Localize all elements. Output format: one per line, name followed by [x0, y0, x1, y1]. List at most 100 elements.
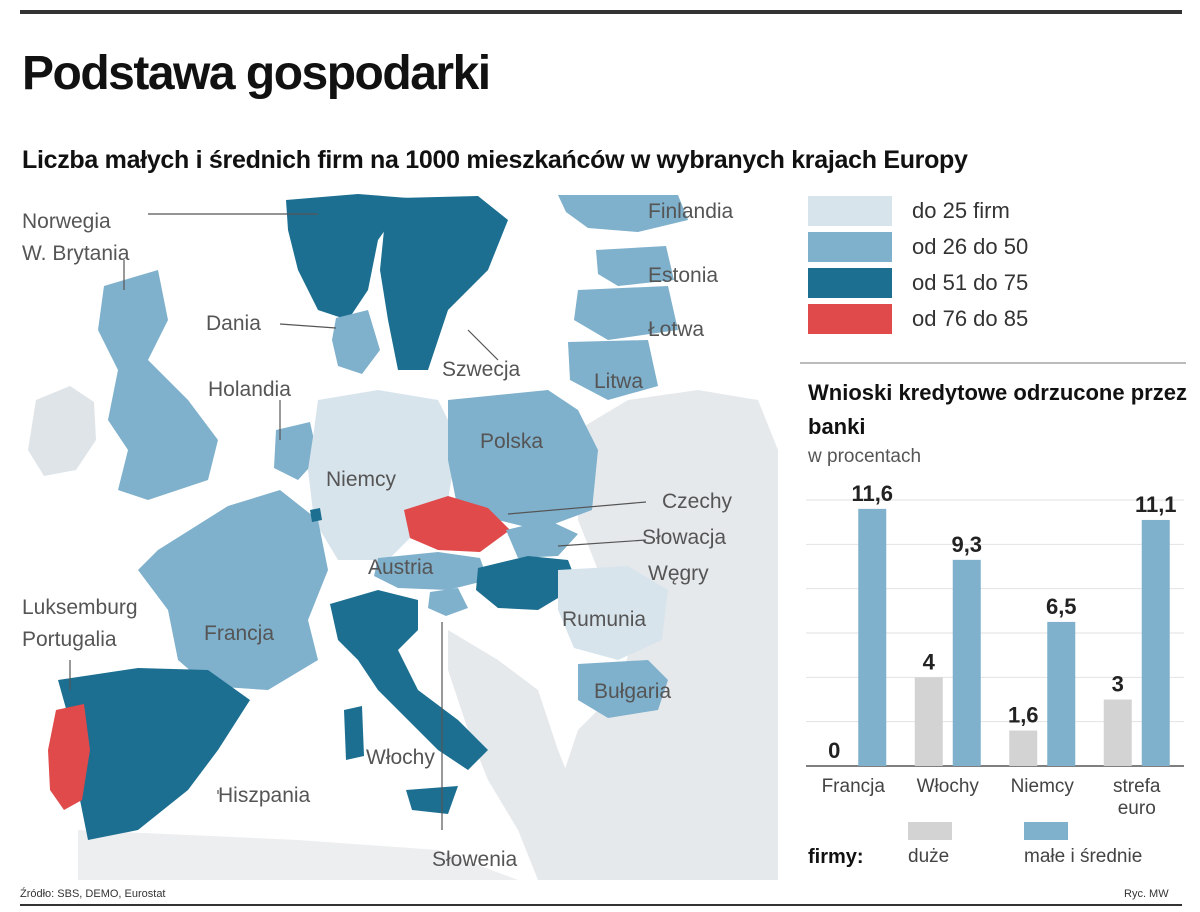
- bar-male-srednie: [1141, 519, 1170, 766]
- sycylia-shape: [406, 786, 458, 814]
- source-note: Źródło: SBS, DEMO, Eurostat: [20, 888, 166, 900]
- legend-label: od 51 do 75: [912, 270, 1029, 295]
- map-label-francja: Francja: [204, 622, 274, 645]
- map-label-luksemburg: Luksemburg: [22, 596, 138, 619]
- map-subtitle: Liczba małych i średnich firm na 1000 mi…: [22, 146, 968, 174]
- map-label-polska: Polska: [480, 430, 543, 453]
- map-label-portugalia: Portugalia: [22, 628, 117, 651]
- legend-swatch-male-srednie: [1024, 822, 1068, 840]
- bar-value-label: 11,1: [1135, 492, 1177, 517]
- map-label-rumunia: Rumunia: [562, 608, 646, 631]
- bar-duze: [914, 677, 943, 766]
- bar-chart: 0 11,6 4 9,3 1,6 6,5 3 11,1 Francja Włochy Niemcy…: [806, 481, 1184, 819]
- map-label-holandia: Holandia: [208, 378, 291, 401]
- norwegia-shape: [286, 194, 408, 320]
- bar-duze: [1009, 730, 1038, 766]
- legend-label: od 76 do 85: [912, 306, 1029, 331]
- bar-duze: [1103, 699, 1132, 766]
- map-label-wegry: Węgry: [648, 562, 709, 585]
- wegry-shape: [476, 556, 578, 610]
- legend-label: do 25 firm: [912, 198, 1010, 223]
- legend-swatch: [808, 268, 892, 298]
- chart-bars: [858, 508, 1170, 766]
- litwa-shape: [568, 340, 658, 400]
- austria-shape: [374, 552, 488, 590]
- map-label-litwa: Litwa: [594, 370, 643, 393]
- legend-label: od 26 do 50: [912, 234, 1029, 259]
- szwecja-shape: [380, 196, 508, 370]
- ireland-shape: [28, 386, 96, 476]
- bottom-rule: [20, 904, 1182, 906]
- dania-shape: [332, 310, 380, 374]
- legend-swatch: [808, 304, 892, 334]
- bar-value-label: 6,5: [1046, 594, 1077, 619]
- x-tick-label: Niemcy: [1011, 776, 1075, 797]
- sardynia-shape: [344, 706, 364, 760]
- chart-unit: w procentach: [808, 446, 922, 467]
- rumunia-shape: [558, 566, 668, 660]
- slowenia-shape: [428, 588, 468, 616]
- bar-male-srednie: [1047, 621, 1076, 766]
- finlandia-shape: [558, 195, 688, 232]
- chart-legend-title: firmy:: [808, 846, 864, 868]
- map-label-slowacja: Słowacja: [642, 526, 726, 549]
- chart-title: Wnioski kredytowe odrzucone przez banki: [808, 380, 1187, 439]
- estonia-shape: [596, 246, 674, 286]
- map-label-czechy: Czechy: [662, 490, 733, 513]
- czechy-shape: [404, 496, 510, 552]
- chart-value-labels: 0 11,6 4 9,3 1,6 6,5 3 11,1: [828, 481, 1176, 763]
- legend-swatch: [808, 232, 892, 262]
- section-divider: [800, 362, 1186, 364]
- map-label-niemcy: Niemcy: [326, 468, 397, 491]
- bar-value-label: 9,3: [951, 532, 982, 557]
- bulgaria-shape: [578, 660, 668, 718]
- x-tick-label: Francja: [822, 776, 886, 797]
- wlochy-shape: [330, 590, 488, 770]
- bar-value-label: 0: [828, 738, 840, 763]
- legend-item: od 51 do 75: [808, 268, 1188, 300]
- map-label-estonia: Estonia: [648, 264, 718, 287]
- map-label-slowenia: Słowenia: [432, 848, 518, 871]
- top-rule: [20, 10, 1182, 14]
- francja-shape: [138, 490, 328, 690]
- background-land-south: [78, 830, 518, 880]
- map-label-finlandia: Finlandia: [648, 200, 734, 223]
- credit-note: Ryc. MW: [1124, 888, 1169, 900]
- lotwa-shape: [574, 286, 678, 340]
- polska-shape: [448, 390, 598, 530]
- luksemburg-shape: [310, 508, 322, 522]
- map-label-wlochy: Włochy: [366, 746, 435, 769]
- map-label-bulgaria: Bułgaria: [594, 680, 671, 703]
- bar-value-label: 3: [1112, 672, 1124, 697]
- legend-item: od 76 do 85: [808, 304, 1188, 336]
- legend-label-duze: duże: [908, 846, 950, 867]
- europe-map: Norwegia W. Brytania Dania Holandia Niem…: [18, 190, 778, 880]
- x-tick-label: Włochy: [917, 776, 980, 797]
- map-label-norwegia: Norwegia: [22, 210, 111, 233]
- bar-male-srednie: [858, 508, 887, 766]
- background-land-balkans: [448, 630, 578, 840]
- page-title: Podstawa gospodarki: [22, 47, 491, 100]
- bar-value-label: 4: [923, 649, 936, 674]
- map-label-lotwa: Łotwa: [648, 318, 704, 341]
- map-label-w-brytania: W. Brytania: [22, 242, 130, 265]
- x-tick-label: strefa: [1113, 776, 1161, 797]
- map-label-dania: Dania: [206, 312, 261, 335]
- portugalia-shape: [48, 704, 90, 810]
- x-tick-label: euro: [1118, 798, 1156, 819]
- holandia-shape: [274, 422, 318, 480]
- legend-swatch: [808, 196, 892, 226]
- w-brytania-shape: [98, 270, 218, 500]
- legend-item: do 25 firm: [808, 196, 1188, 228]
- map-label-szwecja: Szwecja: [442, 358, 521, 381]
- slowacja-shape: [506, 520, 578, 558]
- legend-item: od 26 do 50: [808, 232, 1188, 264]
- legend-label-male-srednie: małe i średnie: [1024, 846, 1143, 867]
- map-label-hiszpania: Hiszpania: [218, 784, 311, 807]
- bar-value-label: 11,6: [851, 481, 893, 506]
- legend-swatch-duze: [908, 822, 952, 840]
- bar-value-label: 1,6: [1008, 703, 1039, 728]
- hiszpania-shape: [58, 668, 250, 840]
- bar-male-srednie: [952, 559, 981, 766]
